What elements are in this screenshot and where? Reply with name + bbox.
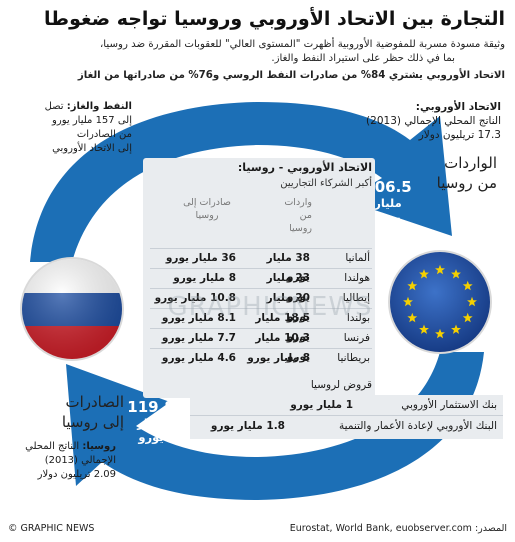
oil-info-line: تصل: [44, 101, 64, 112]
cell-imports: 20 مليار يورو: [266, 292, 310, 323]
eu-gdp-info: الاتحاد الأوروبي: الناتج المحلي الإجمالي…: [351, 100, 501, 142]
loan-row: بنك الاستثمار الأوروبي 1 مليار يورو: [190, 395, 503, 416]
russia-info-line: الناتج المحلي: [25, 441, 80, 452]
cell-country: بريطانيا: [337, 352, 370, 364]
imports-label: الواردات من روسيا: [407, 153, 497, 193]
table-row: بريطانيا 8 مليار يورو 4.6 مليار يورو: [150, 348, 372, 368]
table-row: فرنسا 10.3 مليار يورو 7.7 مليار يورو: [150, 328, 372, 363]
eu-star-icon: [407, 312, 418, 323]
imports-arrow: [30, 102, 452, 262]
table-row: بولندا 18.5 مليار يورو 8.1 مليار يورو: [150, 308, 372, 343]
eu-star-icon: [435, 328, 445, 339]
oil-info-line: من الصادرات: [76, 129, 132, 140]
eu-info-heading: الاتحاد الأوروبي:: [415, 101, 501, 113]
loans-title: قروض لروسيا: [310, 379, 372, 391]
exports-value-number: 119.8: [127, 398, 175, 416]
cell-imports: 38 مليار يورو: [266, 252, 310, 283]
eu-star-icon: [419, 324, 429, 334]
eu-star-icon: [451, 324, 461, 334]
loans-table: بنك الاستثمار الأوروبي 1 مليار يورو البن…: [190, 395, 503, 439]
partners-heading: الاتحاد الأوروبي - روسيا:: [237, 161, 372, 174]
table-row: ألمانيا 38 مليار يورو 36 مليار يورو: [150, 248, 372, 283]
cell-exports: 8 مليار يورو: [173, 272, 236, 284]
exports-arrow: [66, 352, 484, 500]
oil-info-line: إلى الاتحاد الأوروبي: [52, 143, 132, 154]
partners-rows: ألمانيا 38 مليار يورو 36 مليار يورو هولندا 2…: [150, 248, 372, 368]
footer-credit: © GRAPHIC NEWS: [8, 523, 95, 534]
russia-gdp-info: روسيا: الناتج المحلي الإجمالي (2013) 2.0…: [14, 440, 116, 482]
loan-name: بنك الاستثمار الأوروبي: [401, 399, 497, 411]
cell-imports: 23 مليار يورو: [266, 272, 310, 303]
partners-table: [143, 158, 375, 398]
oil-info-heading: النفط والغاز:: [66, 101, 132, 112]
page-title: التجارة بين الاتحاد الأوروبي وروسيا تواج…: [44, 8, 505, 30]
eu-flag-icon: [388, 250, 492, 354]
imports-label-line: الواردات: [444, 154, 497, 172]
eu-star-icon: [462, 280, 473, 291]
cell-country: ألمانيا: [345, 252, 370, 264]
cell-imports: 8 مليار يورو: [247, 352, 310, 364]
exports-value-unit: مليار: [137, 416, 165, 430]
oil-info-line: إلى 157 مليار يورو: [52, 115, 132, 126]
eu-star-icon: [407, 280, 418, 291]
eu-star-icon: [419, 269, 429, 279]
exports-label-line: الصادرات: [65, 393, 124, 411]
table-row: هولندا 23 مليار يورو 8 مليار يورو: [150, 268, 372, 303]
russia-info-value: 2.09 تريليون دولار: [37, 469, 116, 480]
imports-value-unit: مليار: [374, 196, 402, 210]
oil-gas-info: النفط والغاز: تصل إلى 157 مليار يورو من …: [14, 100, 132, 156]
cell-exports: 36 مليار يورو: [165, 252, 236, 264]
eu-star-icon: [435, 264, 445, 275]
loan-row: البنك الأوروبي لإعادة الأعمار والتنمية 1…: [190, 416, 503, 437]
cell-exports: 10.8 مليار يورو: [154, 292, 236, 304]
eu-star-icon: [462, 312, 473, 323]
russia-flag-icon: [20, 257, 124, 361]
cell-exports: 4.6 مليار يورو: [161, 352, 236, 364]
partners-subheading: أكبر الشركاء التجاريين: [280, 178, 372, 189]
cell-exports: 8.1 مليار يورو: [161, 312, 236, 324]
cell-country: هولندا: [344, 272, 370, 284]
exports-value-unit: يورو: [138, 430, 164, 444]
lead-text: وثيقة مسودة مسربة للمفوضية الأوروبية أظه…: [100, 39, 505, 50]
column-header-imports: واردات من روسيا: [284, 197, 312, 234]
imports-value: 206.5 مليار يورو: [345, 178, 431, 224]
exports-label-line: إلى روسيا: [61, 413, 124, 431]
loan-name: البنك الأوروبي لإعادة الأعمار والتنمية: [339, 420, 497, 432]
lead-highlight: الاتحاد الأوروبي يشتري 84% من صادرات الن…: [77, 70, 505, 81]
footer-source: المصدر: Eurostat, World Bank, euobserver…: [289, 523, 507, 534]
eu-info-line: الناتج المحلي الإجمالي (2013): [366, 115, 501, 127]
eu-star-icon: [467, 296, 477, 307]
exports-label: الصادرات إلى روسيا: [14, 392, 124, 432]
cell-country: إيطاليا: [342, 292, 370, 304]
eu-info-value: 17.3 تريليون دولار: [418, 129, 501, 141]
exports-value: 119.8 مليار يورو: [108, 398, 194, 444]
column-header-exports: صادرات إلى روسيا: [183, 197, 231, 221]
imports-value-unit: يورو: [375, 210, 401, 224]
russia-info-line: الإجمالي (2013): [44, 455, 116, 466]
cell-imports: 10.3 مليار يورو: [255, 332, 310, 363]
imports-label-line: من روسيا: [436, 174, 497, 192]
cell-country: فرنسا: [343, 332, 370, 344]
russia-info-heading: روسيا:: [82, 441, 116, 452]
watermark: GRAPHICNEWS: [167, 292, 373, 322]
cell-exports: 7.7 مليار يورو: [161, 332, 236, 344]
loan-amount: 1.8 مليار يورو: [210, 420, 285, 432]
eu-star-icon: [403, 296, 413, 307]
loan-amount: 1 مليار يورو: [290, 399, 353, 411]
imports-value-number: 206.5: [364, 178, 412, 196]
table-row: إيطاليا 20 مليار يورو 10.8 مليار يورو: [150, 288, 372, 323]
eu-star-icon: [451, 269, 461, 279]
cell-country: بولندا: [346, 312, 370, 324]
lead-text-continued: بما في ذلك حظر على استيراد النفط والغاز.: [271, 53, 455, 64]
cell-imports: 18.5 مليار يورو: [255, 312, 310, 343]
